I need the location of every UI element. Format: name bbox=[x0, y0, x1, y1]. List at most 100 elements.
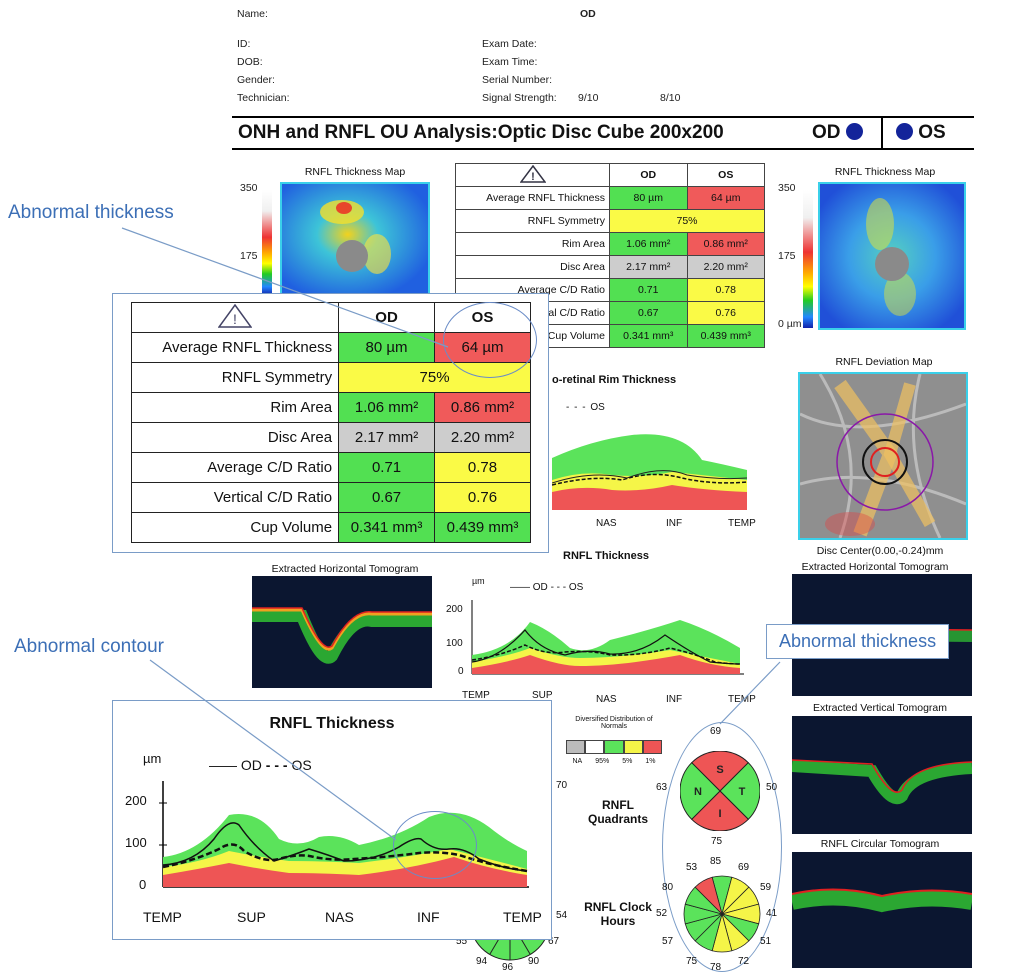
cell-od: 80 µm bbox=[609, 186, 688, 210]
tomo-h-right-title: Extracted Horizontal Tomogram bbox=[801, 561, 949, 573]
row-label: Disc Area bbox=[455, 255, 610, 279]
zoomed-chart-box: RNFL Thickness µm —— OD - - - OS 200 100… bbox=[112, 700, 552, 940]
cell-os: 64 µm bbox=[686, 186, 765, 210]
clock-hours-chart bbox=[683, 875, 761, 953]
report-title-bar: ONH and RNFL OU Analysis:Optic Disc Cube… bbox=[232, 116, 974, 150]
clock-bottom-0: 75 bbox=[686, 956, 698, 967]
zoomed-tick-0: 0 bbox=[139, 877, 147, 892]
right-scale-mid: 175 bbox=[778, 250, 796, 262]
zoomed-axis-sup: SUP bbox=[237, 909, 266, 925]
od-label: OD bbox=[812, 122, 841, 143]
zoomed-col-od: OD bbox=[338, 302, 436, 333]
zoomed-unit: µm bbox=[143, 751, 162, 766]
cell-os: 0.86 mm² bbox=[686, 232, 765, 256]
normals-labels: NA 95% 5% 1% bbox=[566, 758, 662, 765]
zoomed-cell-os: 0.76 bbox=[434, 482, 531, 513]
zoomed-chart-title: RNFL Thickness bbox=[269, 715, 395, 732]
cell-os: 0.439 mm³ bbox=[686, 324, 765, 348]
zoomed-cell-od: 0.341 mm³ bbox=[338, 512, 436, 543]
svg-text:T: T bbox=[739, 786, 746, 798]
col-os: OS bbox=[686, 163, 765, 187]
rim-legend-os: OS bbox=[590, 402, 605, 413]
quadrant-chart: S N T I bbox=[680, 751, 760, 831]
zoomed-chart-highlight bbox=[393, 811, 477, 879]
right-thickness-map bbox=[818, 182, 966, 330]
row-label: Rim Area bbox=[455, 232, 610, 256]
col-od: OD bbox=[609, 163, 688, 187]
left-thickness-map bbox=[280, 182, 430, 298]
os-label: OS bbox=[918, 122, 946, 143]
right-scale-min: 0 µm bbox=[778, 318, 802, 330]
clock-right-partial: 67 bbox=[548, 936, 560, 947]
clock-ll-1: 94 bbox=[476, 956, 488, 967]
zoomed-row-label: Average RNFL Thickness bbox=[130, 332, 340, 363]
cell-symmetry: 75% bbox=[609, 209, 765, 233]
left-scale-mid: 175 bbox=[240, 250, 258, 262]
cell-os: 0.78 bbox=[686, 278, 765, 302]
small-legend-od: OD bbox=[532, 582, 548, 593]
clock-top-2: 69 bbox=[738, 862, 750, 873]
clock-bottom-1: 78 bbox=[710, 962, 722, 973]
zoomed-axis-inf: INF bbox=[417, 909, 440, 925]
clock-right-0: 59 bbox=[760, 882, 772, 893]
right-map-title: RNFL Thickness Map bbox=[834, 166, 936, 178]
zoomed-row-label: Vertical C/D Ratio bbox=[130, 482, 340, 513]
normals-5: 5% bbox=[622, 758, 633, 765]
report-title: ONH and RNFL OU Analysis:Optic Disc Cube… bbox=[238, 122, 724, 143]
callout-abnormal-contour: Abnormal contour bbox=[14, 636, 164, 657]
zoomed-cell-os: 0.86 mm² bbox=[434, 392, 531, 423]
quad-i-value: 75 bbox=[711, 836, 723, 847]
clock-left-0: 80 bbox=[662, 882, 674, 893]
zoomed-tick-100: 100 bbox=[125, 835, 147, 850]
quad-s-value: 69 bbox=[710, 726, 722, 737]
od-dot-icon bbox=[845, 123, 863, 140]
cell-os: 0.76 bbox=[686, 301, 765, 325]
clock-label: RNFL Clock Hours bbox=[584, 900, 652, 928]
small-axis-inf: INF bbox=[666, 694, 683, 705]
metrics-table: ! OD OS Average RNFL Thickness 80 µm 64 µm… bbox=[455, 163, 765, 348]
callout-abnormal-thickness-right: Abnormal thickness bbox=[766, 624, 950, 659]
zoomed-cell-od: 0.67 bbox=[338, 482, 436, 513]
small-axis-temp-end: TEMP bbox=[728, 694, 756, 705]
zoomed-os-highlight bbox=[443, 302, 537, 378]
rim-legend: - - - OS bbox=[566, 402, 605, 413]
right-scale-max: 350 bbox=[778, 182, 796, 194]
clock-right-1: 41 bbox=[766, 908, 778, 919]
rim-axis-temp: TEMP bbox=[728, 518, 756, 529]
quad-n-value: 63 bbox=[656, 782, 668, 793]
tomo-circ bbox=[790, 852, 974, 968]
svg-text:I: I bbox=[718, 808, 721, 820]
left-color-scale bbox=[262, 190, 272, 295]
zoomed-row-label: Cup Volume bbox=[130, 512, 340, 543]
small-axis-sup: SUP bbox=[532, 690, 553, 701]
exam-time-label: Exam Time: bbox=[482, 56, 538, 68]
cell-od: 1.06 mm² bbox=[609, 232, 688, 256]
quad-left-partial: 70 bbox=[556, 780, 568, 791]
zoomed-warning-icon: ! bbox=[130, 302, 340, 333]
tomo-h-left-image bbox=[252, 607, 432, 664]
zoomed-cell-os: 2.20 mm² bbox=[434, 422, 531, 453]
warning-icon: ! bbox=[455, 163, 610, 187]
clock-hour-wedge bbox=[694, 876, 723, 916]
clock-ll-0: 55 bbox=[456, 936, 468, 947]
callout-abnormal-thickness-left: Abnormal thickness bbox=[8, 202, 174, 223]
small-axis-nas: NAS bbox=[596, 694, 617, 705]
clock-ll-3: 90 bbox=[528, 956, 540, 967]
title-separator bbox=[881, 118, 883, 148]
normals-na: NA bbox=[572, 758, 583, 765]
small-tick-200: 200 bbox=[446, 604, 463, 615]
zoomed-legend-os: OS bbox=[291, 757, 312, 773]
rim-axis-nas: NAS bbox=[596, 518, 617, 529]
clock-left-partial: 54 bbox=[556, 910, 568, 921]
name-label: Name: bbox=[237, 8, 268, 20]
clock-left-2: 57 bbox=[662, 936, 674, 947]
deviation-map-image bbox=[800, 374, 966, 538]
os-label-group: OS bbox=[896, 122, 946, 144]
zoomed-tick-200: 200 bbox=[125, 793, 147, 808]
tomo-h-left bbox=[252, 576, 432, 688]
zoomed-row-label: Rim Area bbox=[130, 392, 340, 423]
quad-t-value: 50 bbox=[766, 782, 778, 793]
zoomed-cell-od: 80 µm bbox=[338, 332, 436, 363]
technician-label: Technician: bbox=[237, 92, 290, 104]
serial-label: Serial Number: bbox=[482, 74, 553, 86]
